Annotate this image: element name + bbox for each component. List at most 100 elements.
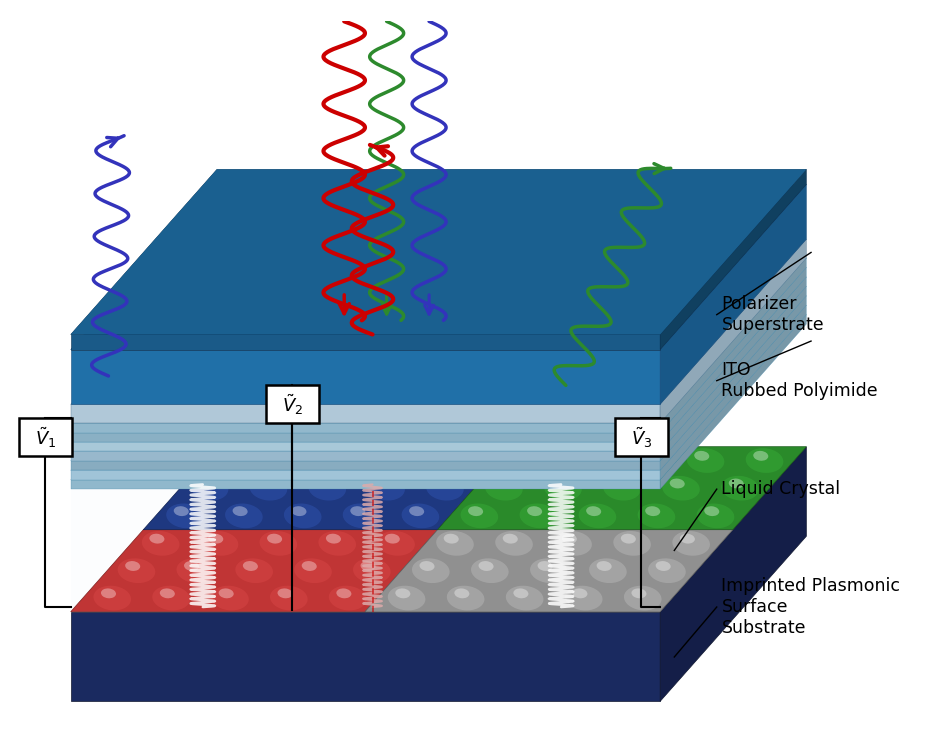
Ellipse shape <box>142 531 180 556</box>
Ellipse shape <box>292 506 307 516</box>
Ellipse shape <box>235 558 273 583</box>
Polygon shape <box>660 240 807 423</box>
Ellipse shape <box>308 476 346 501</box>
Ellipse shape <box>506 586 544 611</box>
Ellipse shape <box>645 506 660 516</box>
Ellipse shape <box>613 531 651 556</box>
Polygon shape <box>70 433 660 442</box>
Ellipse shape <box>336 589 351 599</box>
Ellipse shape <box>201 531 238 556</box>
Ellipse shape <box>576 451 591 461</box>
Ellipse shape <box>259 531 297 556</box>
Ellipse shape <box>687 448 724 473</box>
Polygon shape <box>70 240 807 404</box>
Ellipse shape <box>167 503 204 528</box>
Ellipse shape <box>343 503 381 528</box>
Polygon shape <box>660 277 807 451</box>
Polygon shape <box>70 305 807 470</box>
Polygon shape <box>70 423 660 433</box>
Ellipse shape <box>680 534 694 544</box>
Polygon shape <box>70 461 660 470</box>
Polygon shape <box>660 185 807 404</box>
Ellipse shape <box>610 478 626 488</box>
Polygon shape <box>365 529 732 612</box>
Ellipse shape <box>419 561 434 571</box>
Ellipse shape <box>208 534 223 544</box>
Ellipse shape <box>270 586 307 611</box>
Polygon shape <box>70 170 807 334</box>
Ellipse shape <box>302 561 317 571</box>
Ellipse shape <box>274 448 312 473</box>
Polygon shape <box>70 470 660 480</box>
Polygon shape <box>144 447 511 529</box>
Polygon shape <box>70 286 807 451</box>
Ellipse shape <box>589 558 627 583</box>
Polygon shape <box>70 315 807 480</box>
Ellipse shape <box>177 558 214 583</box>
Ellipse shape <box>569 448 607 473</box>
Polygon shape <box>70 277 807 442</box>
Ellipse shape <box>471 558 508 583</box>
Polygon shape <box>70 258 807 423</box>
Ellipse shape <box>402 503 439 528</box>
Ellipse shape <box>628 448 665 473</box>
Ellipse shape <box>385 534 400 544</box>
Ellipse shape <box>353 558 391 583</box>
Ellipse shape <box>395 589 410 599</box>
Ellipse shape <box>586 506 601 516</box>
Text: Polarizer
Superstrate: Polarizer Superstrate <box>721 295 824 334</box>
Ellipse shape <box>635 451 650 461</box>
Ellipse shape <box>579 503 616 528</box>
Text: Liquid Crystal: Liquid Crystal <box>721 480 841 498</box>
Ellipse shape <box>243 561 258 571</box>
Ellipse shape <box>319 531 356 556</box>
Ellipse shape <box>503 534 518 544</box>
Text: ITO
Rubbed Polyimide: ITO Rubbed Polyimide <box>721 361 878 400</box>
Ellipse shape <box>468 506 483 516</box>
Ellipse shape <box>191 476 229 501</box>
Ellipse shape <box>198 478 213 488</box>
Ellipse shape <box>174 506 189 516</box>
Polygon shape <box>660 305 807 480</box>
Polygon shape <box>70 480 660 489</box>
Polygon shape <box>438 447 807 529</box>
FancyBboxPatch shape <box>19 418 71 456</box>
Ellipse shape <box>638 503 675 528</box>
Ellipse shape <box>399 451 414 461</box>
Ellipse shape <box>447 586 484 611</box>
Ellipse shape <box>278 589 293 599</box>
Polygon shape <box>70 451 660 461</box>
Polygon shape <box>70 267 807 433</box>
Polygon shape <box>70 296 807 461</box>
Ellipse shape <box>544 476 582 501</box>
Ellipse shape <box>223 451 238 461</box>
Ellipse shape <box>632 589 646 599</box>
Ellipse shape <box>555 531 592 556</box>
Ellipse shape <box>219 589 233 599</box>
Ellipse shape <box>282 451 296 461</box>
Ellipse shape <box>326 534 341 544</box>
Ellipse shape <box>152 586 190 611</box>
Text: $\tilde{V}_1$: $\tilde{V}_1$ <box>34 425 56 450</box>
Ellipse shape <box>294 558 332 583</box>
Ellipse shape <box>118 558 156 583</box>
Ellipse shape <box>538 561 553 571</box>
Ellipse shape <box>603 476 641 501</box>
Polygon shape <box>660 447 807 701</box>
Ellipse shape <box>333 448 370 473</box>
Ellipse shape <box>377 531 415 556</box>
Ellipse shape <box>388 586 425 611</box>
Ellipse shape <box>329 586 367 611</box>
Polygon shape <box>660 296 807 470</box>
Polygon shape <box>70 612 660 701</box>
Ellipse shape <box>412 558 450 583</box>
Ellipse shape <box>527 506 542 516</box>
Polygon shape <box>660 315 807 489</box>
Ellipse shape <box>160 589 175 599</box>
Ellipse shape <box>458 451 473 461</box>
Ellipse shape <box>552 478 567 488</box>
Ellipse shape <box>513 589 529 599</box>
Ellipse shape <box>284 503 321 528</box>
Ellipse shape <box>495 531 532 556</box>
Ellipse shape <box>375 478 390 488</box>
